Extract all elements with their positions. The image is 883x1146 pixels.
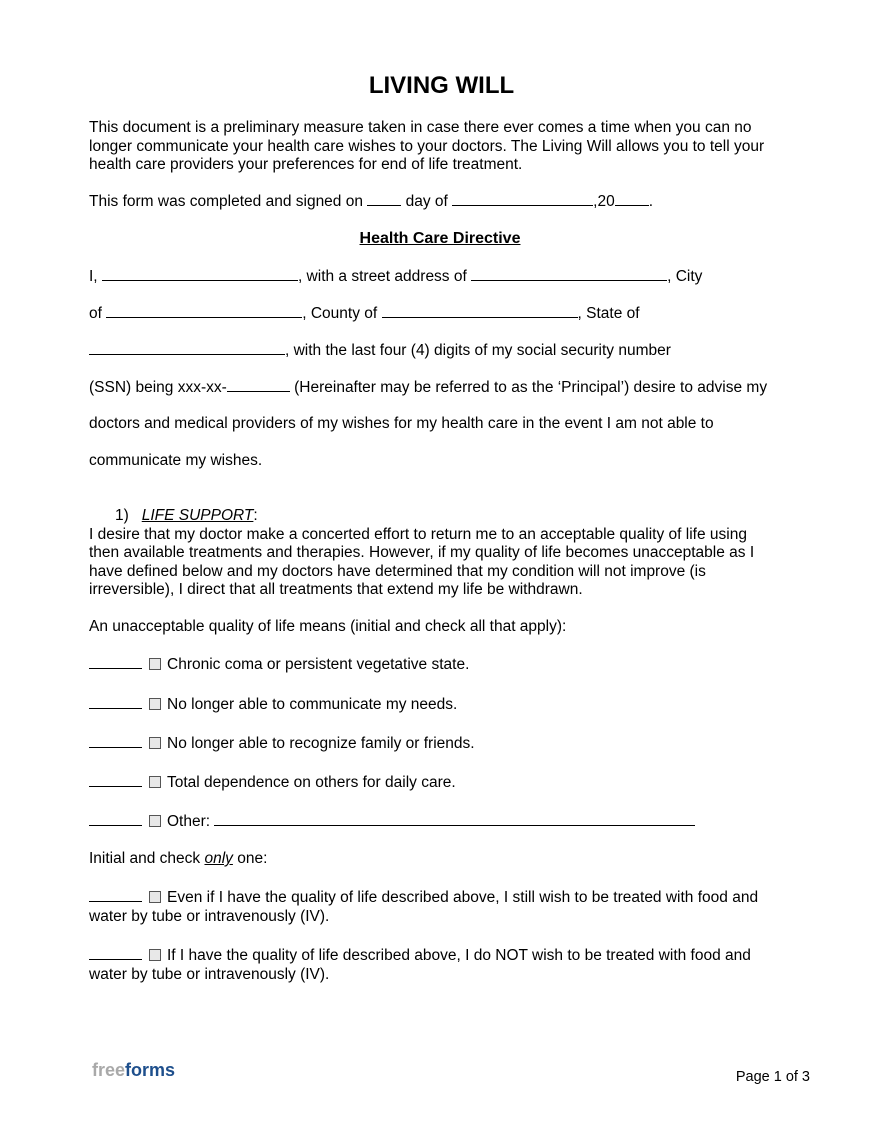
initial-field[interactable] [89, 634, 142, 671]
directive-line: of , County of , State of [89, 283, 640, 322]
city-field[interactable] [106, 283, 303, 320]
list-item: Other: [89, 791, 696, 831]
checkbox[interactable] [149, 776, 161, 788]
day-field[interactable] [367, 171, 402, 208]
checkbox[interactable] [149, 737, 161, 749]
checkbox[interactable] [149, 698, 161, 710]
directive-line: , with the last four (4) digits of my so… [89, 320, 671, 360]
signed-line: This form was completed and signed on da… [89, 171, 654, 210]
section-heading: Health Care Directive [359, 230, 521, 247]
list-item: Chronic coma or persistent vegetative st… [89, 634, 469, 674]
name-field[interactable] [101, 246, 298, 283]
checkbox[interactable] [149, 949, 161, 961]
choice-item-cont: water by tube or intravenously (IV). [89, 908, 330, 925]
life-support-text: have defined below and my doctors have d… [89, 563, 706, 580]
list-item: No longer able to recognize family or fr… [89, 713, 475, 753]
intro-line: health care providers your preferences f… [89, 156, 523, 173]
list-item: Total dependence on others for daily car… [89, 752, 456, 792]
life-support-text: irreversible), I direct that all treatme… [89, 581, 583, 598]
month-field[interactable] [452, 171, 594, 208]
initial-field[interactable] [89, 752, 142, 789]
initial-field[interactable] [89, 791, 142, 828]
checkbox[interactable] [149, 815, 161, 827]
intro-line: longer communicate your health care wish… [89, 138, 765, 155]
page-number: Page 1 of 3 [735, 1069, 810, 1085]
initial-field[interactable] [89, 713, 142, 750]
directive-line: I, , with a street address of , City [89, 246, 703, 285]
county-field[interactable] [381, 283, 578, 320]
ssn-last-four-field[interactable] [226, 357, 290, 394]
checkbox[interactable] [149, 658, 161, 670]
initial-field[interactable] [89, 674, 142, 711]
freeforms-logo: freeforms [92, 1060, 176, 1080]
directive-line: doctors and medical providers of my wish… [89, 415, 714, 432]
choice-item: Even if I have the quality of life descr… [89, 867, 758, 907]
other-field[interactable] [214, 791, 696, 828]
choice-item-cont: water by tube or intravenously (IV). [89, 966, 330, 983]
life-support-text: I desire that my doctor make a concerted… [89, 526, 747, 543]
choice-item: If I have the quality of life described … [89, 925, 751, 965]
list-item: No longer able to communicate my needs. [89, 674, 457, 714]
street-address-field[interactable] [471, 246, 668, 283]
initial-field[interactable] [89, 925, 142, 962]
checkbox[interactable] [149, 891, 161, 903]
list-intro: An unacceptable quality of life means (i… [89, 618, 567, 635]
directive-line: communicate my wishes. [89, 452, 263, 469]
life-support-text: then available treatments and therapies.… [89, 544, 755, 561]
page-title: LIVING WILL [368, 72, 515, 99]
year-field[interactable] [614, 171, 649, 208]
initial-field[interactable] [89, 867, 142, 904]
state-field[interactable] [89, 320, 285, 357]
directive-line: (SSN) being xxx-xx- (Hereinafter may be … [89, 357, 768, 396]
intro-line: This document is a preliminary measure t… [89, 119, 752, 136]
only-one-label: Initial and check only one: [89, 850, 268, 867]
life-support-heading: 1) LIFE SUPPORT: [115, 507, 258, 524]
